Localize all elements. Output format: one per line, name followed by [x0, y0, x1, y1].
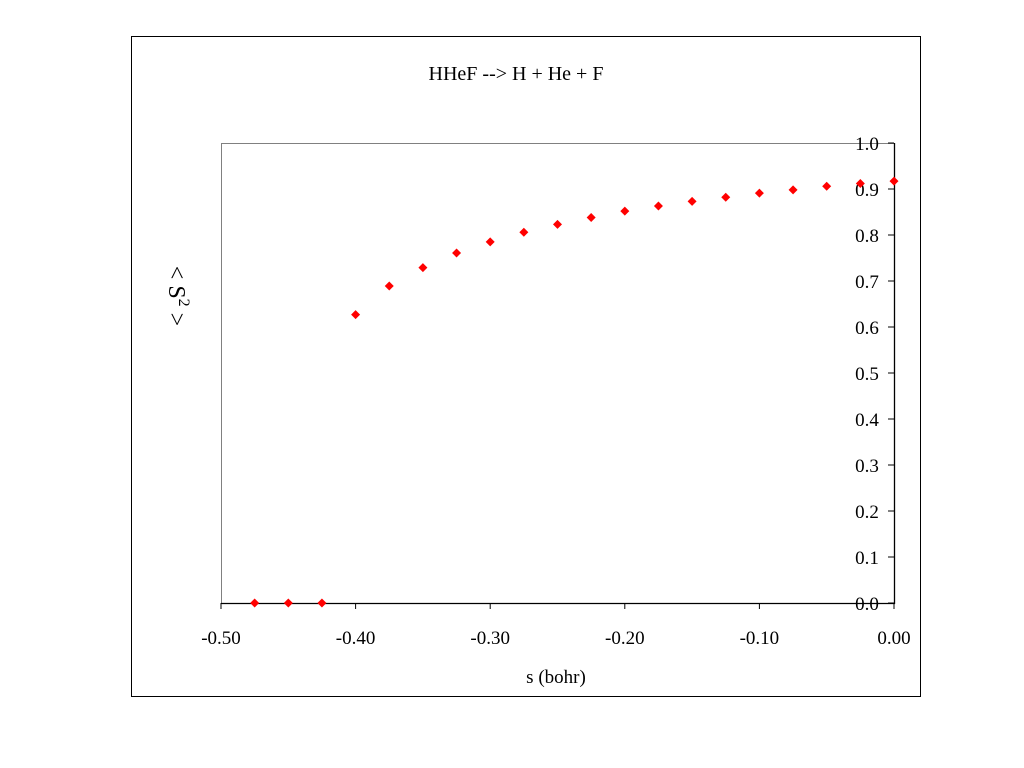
y-tick-label: 1.0	[855, 134, 879, 155]
y-tick-label: 0.0	[855, 594, 879, 615]
data-point	[317, 598, 327, 608]
data-point	[822, 181, 832, 191]
x-tick-label: -0.50	[201, 628, 241, 649]
x-tick-label: -0.10	[740, 628, 780, 649]
data-point	[687, 196, 697, 206]
plot-area	[221, 143, 895, 604]
y-axis-label-superscript: 2	[175, 299, 192, 307]
y-axis-label-suffix: >	[163, 307, 189, 327]
y-tick-label: 0.8	[855, 226, 879, 247]
y-axis-label: < S2 >	[163, 266, 192, 326]
y-tick-label: 0.5	[855, 364, 879, 385]
y-tick-label: 0.6	[855, 318, 879, 339]
data-points	[250, 176, 899, 608]
x-tick-label: -0.40	[336, 628, 376, 649]
y-axis-label-main: < S	[163, 266, 189, 299]
data-point	[553, 219, 562, 229]
x-tick-label: -0.20	[605, 628, 645, 649]
data-point	[250, 598, 260, 608]
data-point	[452, 248, 462, 258]
data-point	[754, 188, 764, 198]
data-point	[485, 237, 495, 247]
data-point	[889, 176, 899, 186]
data-point	[351, 310, 361, 320]
y-tick-label: 0.7	[855, 272, 879, 293]
y-tick-label: 0.4	[855, 410, 879, 431]
data-point	[855, 178, 865, 188]
data-point	[586, 213, 596, 223]
chart-title: HHeF --> H + He + F	[429, 63, 604, 85]
data-point	[620, 206, 630, 216]
data-point	[788, 185, 798, 195]
data-point	[519, 227, 529, 237]
chart-frame	[131, 36, 921, 697]
x-ticks: -0.50 -0.40 -0.30 -0.20 -0.10 0.00	[201, 603, 911, 649]
data-point	[721, 192, 731, 202]
data-point	[384, 281, 394, 291]
data-point	[283, 598, 293, 608]
x-tick-label: 0.00	[877, 628, 910, 649]
x-tick-label: -0.30	[470, 628, 510, 649]
y-tick-label: 0.2	[855, 502, 879, 523]
data-point	[653, 201, 663, 211]
y-tick-label: 0.1	[855, 548, 879, 569]
y-tick-label: 0.3	[855, 456, 879, 477]
x-axis-label: s (bohr)	[526, 667, 586, 688]
data-point	[418, 263, 428, 273]
y-ticks: 0.00.10.20.30.40.50.60.70.80.91.0	[855, 134, 894, 615]
